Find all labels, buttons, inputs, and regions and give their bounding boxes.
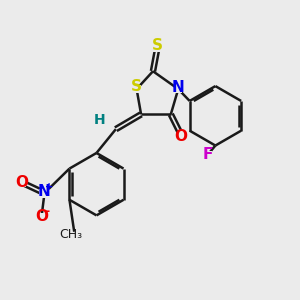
Text: S: S [152,38,163,53]
Bar [37,213,46,221]
Text: N: N [172,80,184,95]
Text: -: - [44,205,50,218]
Text: +: + [45,182,53,192]
Bar [153,43,162,52]
Bar [18,178,26,187]
Bar [132,85,141,93]
Text: N: N [38,184,51,199]
Bar [174,85,182,93]
Text: O: O [16,175,29,190]
Text: CH₃: CH₃ [60,228,83,241]
Bar [39,189,50,198]
Text: O: O [175,129,188,144]
Text: O: O [35,209,48,224]
Bar [177,131,185,139]
Text: S: S [131,80,142,94]
Bar [204,151,212,158]
Text: H: H [94,113,105,127]
Text: F: F [203,147,213,162]
